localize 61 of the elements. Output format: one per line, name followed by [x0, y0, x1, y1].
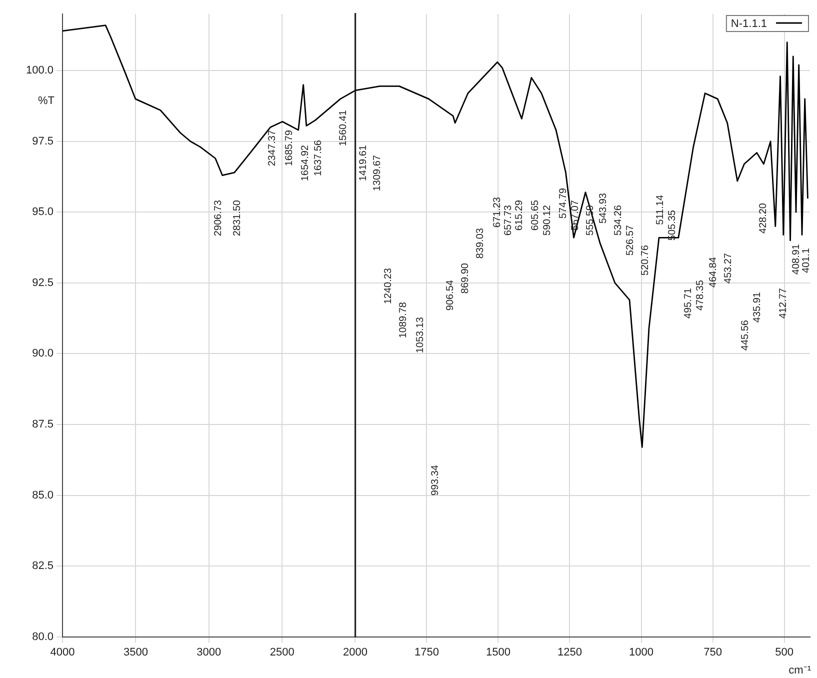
annotation: 1240.23 [382, 268, 394, 304]
y-tick-label: 82.5 [32, 560, 54, 572]
x-tick-label: 500 [774, 646, 794, 658]
annotation: 839.03 [474, 228, 486, 259]
x-axis-title: cm⁻¹ [788, 664, 812, 677]
annotation: 478.35 [694, 280, 706, 311]
annotation: 1089.78 [398, 302, 408, 338]
y-tick-label: 100.0 [26, 64, 54, 77]
y-tick-label: 87.5 [32, 418, 54, 431]
annotation: 1654.92 [300, 144, 311, 182]
annotation: 1637.56 [312, 140, 324, 176]
x-tick-label: 4000 [50, 646, 75, 658]
annotation: 555.59 [584, 204, 596, 236]
annotation: 520.76 [640, 244, 650, 276]
annotation: 869.90 [460, 262, 470, 294]
y-tick-label: 90.0 [32, 348, 54, 360]
annotation: 615.29 [514, 200, 524, 231]
annotation: 590.12 [542, 204, 552, 236]
annotation: 574.79 [558, 188, 568, 219]
x-tick-label: 3500 [123, 646, 148, 658]
annotation: 495.71 [682, 288, 694, 319]
annotation: 993.34 [430, 464, 440, 496]
x-tick-label: 1000 [628, 646, 654, 658]
annotation: 412.77 [778, 288, 788, 319]
annotation: 543.93 [598, 192, 608, 224]
y-tick-label: 95.0 [32, 206, 54, 218]
x-tick-label: 2000 [342, 646, 368, 658]
annotation: 1419.61 [358, 144, 368, 182]
annotation: 445.56 [740, 320, 750, 351]
legend-label: N-1.1.1 [730, 18, 767, 30]
y-tick-label: 97.5 [32, 135, 54, 148]
annotation: 408.91 [790, 244, 802, 275]
x-tick-label: 3000 [196, 646, 222, 658]
x-tick-label: 750 [703, 646, 722, 658]
annotation: 1685.79 [284, 130, 295, 166]
annotation: 428.20 [758, 202, 768, 234]
x-tick-label: 1250 [557, 646, 582, 658]
y-axis-title: %T [38, 95, 55, 108]
annotation: 435.91 [752, 292, 762, 323]
annotation: 464.84 [708, 256, 718, 288]
annotation: 401.1 [800, 248, 812, 274]
x-tick-label: 2500 [270, 646, 294, 658]
x-tick-label: 1500 [486, 646, 510, 658]
annotation: 906.54 [444, 280, 456, 311]
annotation: 453.27 [722, 252, 734, 284]
annotation: 2347.37 [266, 130, 278, 166]
annotation: 1053.13 [414, 316, 426, 354]
y-tick-label: 92.5 [32, 276, 54, 289]
x-tick-label: 1750 [414, 646, 439, 658]
y-tick-label: 80.0 [32, 630, 54, 643]
annotation: 671.23 [492, 196, 502, 228]
annotation: 657.73 [502, 204, 514, 236]
annotation: 2906.73 [212, 200, 224, 236]
annotation: 2831.50 [232, 200, 243, 236]
annotation: 511.14 [654, 194, 666, 225]
annotation: 1309.67 [372, 154, 382, 192]
annotation: 526.57 [624, 224, 636, 256]
annotation: 605.65 [530, 200, 540, 231]
y-tick-label: 85.0 [32, 489, 54, 502]
annotation: 534.26 [612, 204, 624, 236]
annotation: 1560.41 [338, 110, 349, 146]
